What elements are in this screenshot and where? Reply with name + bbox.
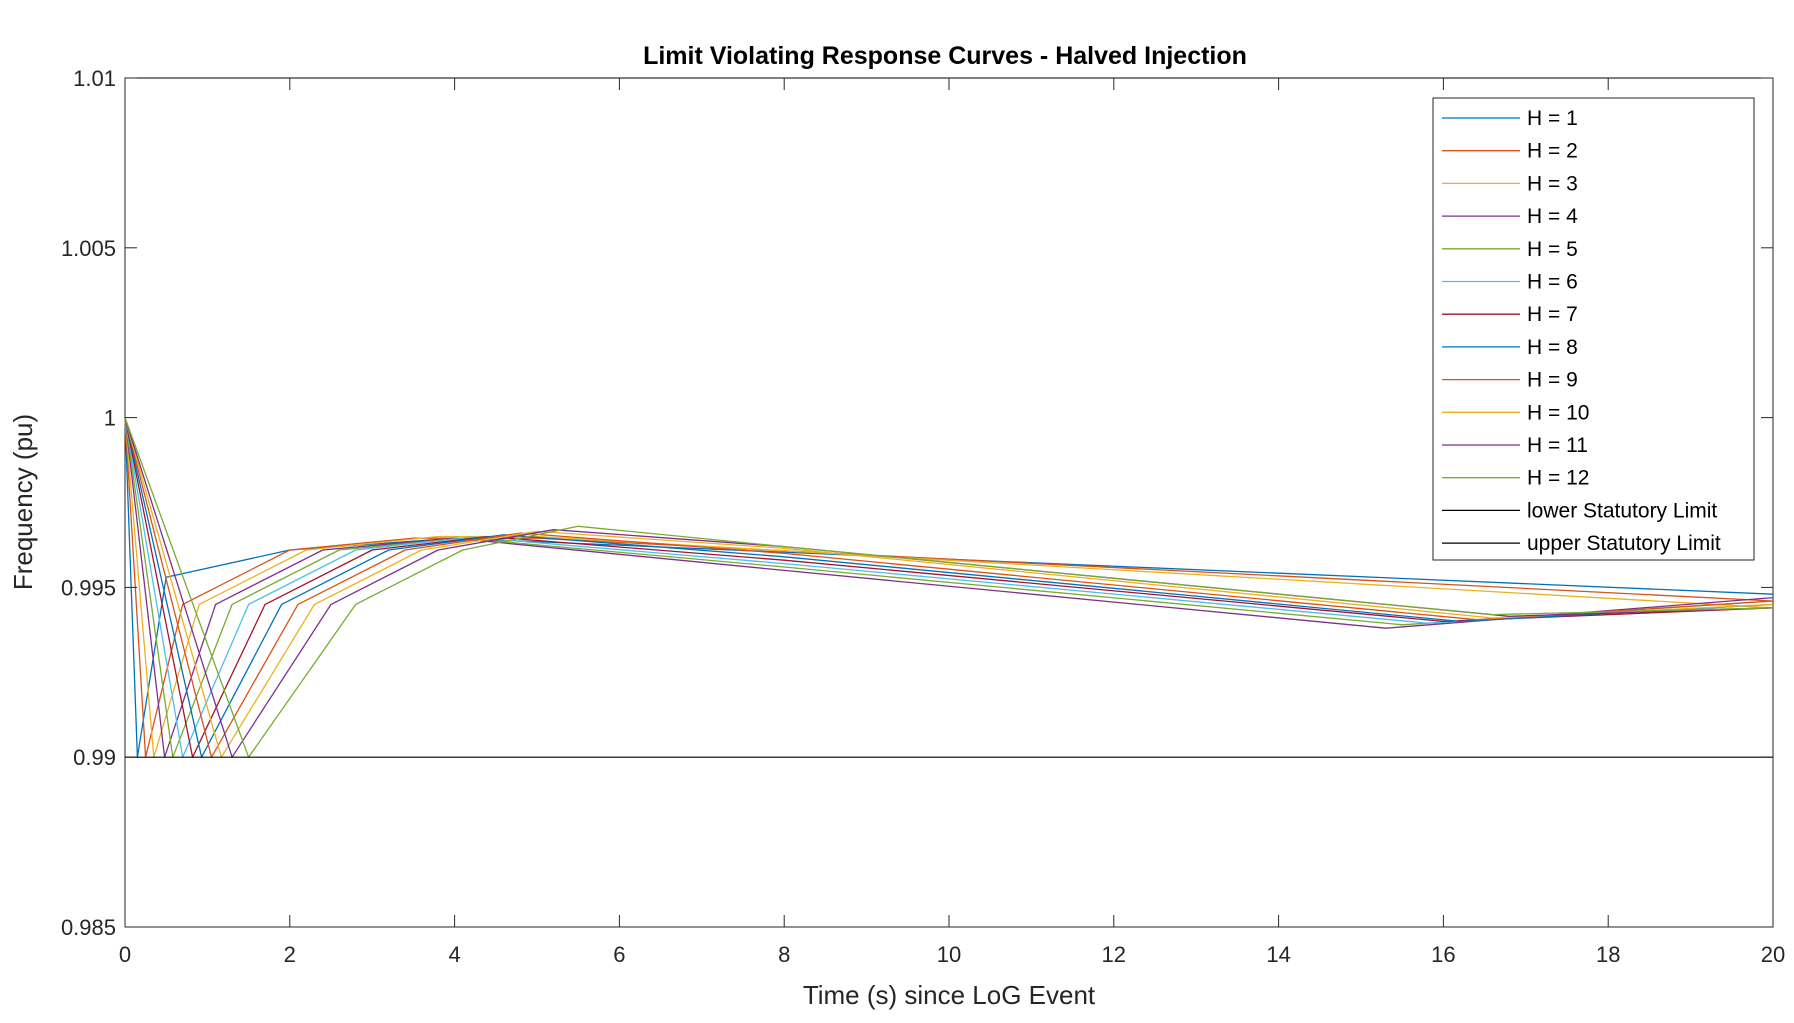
x-tick-label: 2 [284, 942, 296, 967]
legend-label: H = 8 [1527, 336, 1578, 359]
y-axis-ticks: 0.985 0.99 0.995 1 1.005 1.01 [61, 66, 1773, 940]
series-line-6 [124, 417, 1774, 758]
legend-label: H = 3 [1527, 172, 1578, 195]
series-line-8 [124, 417, 1774, 758]
y-tick-label: 0.985 [61, 915, 116, 940]
y-tick-label: 1.005 [61, 236, 116, 261]
x-tick-label: 0 [119, 942, 131, 967]
y-tick-label: 0.99 [73, 745, 116, 770]
series-line-5 [124, 417, 1774, 758]
x-tick-label: 6 [613, 942, 625, 967]
series-layer [124, 77, 1774, 758]
x-tick-label: 18 [1596, 942, 1620, 967]
x-axis-ticks: 0 2 4 6 8 10 12 14 16 18 20 [119, 78, 1785, 967]
series-line-10 [124, 417, 1774, 758]
legend-label: H = 1 [1527, 107, 1578, 130]
y-axis-label: Frequency (pu) [8, 414, 38, 590]
legend: H = 1 H = 2 H = 3 H = 4 H = 5 H = 6 H = 7 H = 8… [1432, 97, 1755, 561]
series-line-12 [124, 417, 1774, 758]
legend-label: H = 6 [1527, 271, 1578, 294]
y-tick-label: 1.01 [73, 66, 116, 91]
x-axis-label: Time (s) since LoG Event [803, 980, 1096, 1010]
series-line-9 [124, 417, 1774, 758]
x-tick-label: 20 [1761, 942, 1785, 967]
y-tick-label: 0.995 [61, 575, 116, 600]
legend-label: H = 10 [1527, 401, 1589, 424]
legend-box [1432, 97, 1755, 561]
chart-title: Limit Violating Response Curves - Halved… [643, 42, 1247, 70]
x-tick-label: 12 [1102, 942, 1126, 967]
x-tick-label: 14 [1266, 942, 1290, 967]
legend-label: H = 11 [1527, 434, 1588, 457]
x-tick-label: 10 [937, 942, 961, 967]
x-tick-label: 8 [778, 942, 790, 967]
legend-label: lower Statutory Limit [1527, 499, 1717, 522]
legend-label: H = 9 [1527, 369, 1578, 392]
y-tick-label: 1 [104, 406, 116, 431]
legend-label: H = 2 [1527, 140, 1578, 163]
x-tick-label: 4 [448, 942, 460, 967]
legend-label: H = 7 [1527, 303, 1578, 326]
legend-entries: H = 1 H = 2 H = 3 H = 4 H = 5 H = 6 H = 7 H = 8… [1442, 107, 1721, 555]
legend-label: upper Statutory Limit [1527, 532, 1721, 555]
x-tick-label: 16 [1431, 942, 1455, 967]
legend-label: H = 12 [1527, 467, 1589, 490]
series-line-4 [124, 417, 1774, 758]
legend-label: H = 4 [1527, 205, 1578, 228]
legend-label: H = 5 [1527, 238, 1578, 261]
